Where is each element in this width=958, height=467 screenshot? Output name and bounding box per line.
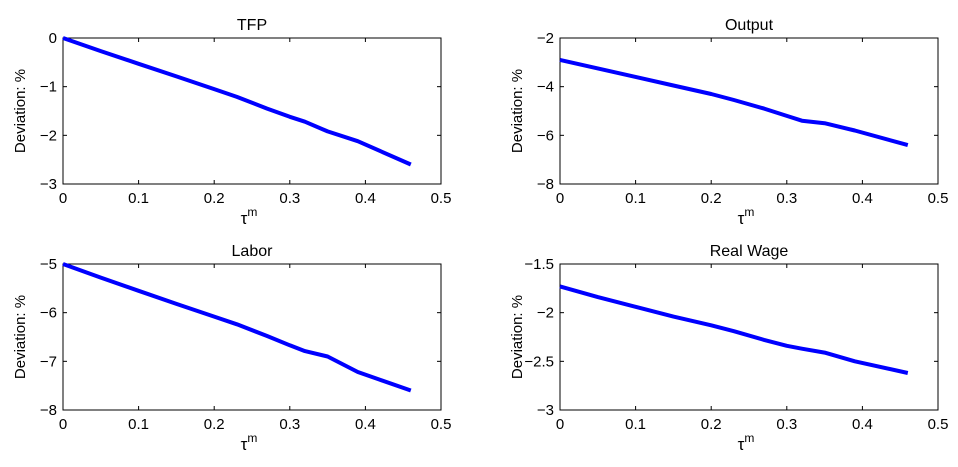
x-axis-label-base: τ — [738, 435, 745, 454]
x-axis-label: τm — [738, 205, 755, 228]
x-tick-label: 0.5 — [431, 416, 452, 433]
x-axis-label: τm — [738, 431, 755, 454]
y-tick-label: −2 — [537, 30, 554, 47]
y-axis-label: Deviation: % — [509, 69, 526, 153]
chart-title: Output — [725, 17, 774, 34]
chart-title: Real Wage — [710, 243, 789, 260]
x-tick-label: 0 — [59, 190, 67, 207]
y-tick-label: −6 — [40, 305, 57, 322]
x-tick-label: 0 — [59, 416, 67, 433]
y-tick-label: −6 — [537, 127, 554, 144]
y-tick-label: −2 — [537, 305, 554, 322]
panel-real-wage: 0 0.1 0.2 0.3 0.4 0.5 −3 −2.5 −2 −1.5 Real Wage τm D… — [509, 243, 948, 454]
x-tick-label: 0.1 — [128, 190, 149, 207]
y-tick-label: 0 — [49, 30, 57, 47]
x-axis-label: τm — [241, 205, 258, 228]
y-tick-label: −3 — [40, 176, 57, 193]
x-tick-label: 0 — [556, 416, 564, 433]
axes-box — [559, 37, 939, 185]
series-line — [62, 36, 412, 167]
x-tick-label: 0.4 — [852, 416, 873, 433]
x-tick-label: 0.2 — [204, 416, 225, 433]
series-line — [559, 57, 909, 148]
y-axis-label: Deviation: % — [12, 295, 29, 379]
y-tick-label: −5 — [40, 256, 57, 273]
chart-title: Labor — [232, 243, 274, 260]
x-tick-label: 0.1 — [625, 416, 646, 433]
x-axis-label-superscript: m — [247, 431, 257, 445]
x-axis-label-base: τ — [241, 435, 248, 454]
x-tick-label: 0.1 — [128, 416, 149, 433]
y-tick-label: −4 — [537, 79, 554, 96]
y-tick-label: −1.5 — [524, 256, 554, 273]
x-tick-label: 0.2 — [701, 190, 722, 207]
x-tick-label: 0.3 — [776, 416, 797, 433]
y-tick-label: −2.5 — [524, 353, 554, 370]
x-axis-label-base: τ — [241, 209, 248, 228]
x-tick-label: 0.5 — [928, 416, 949, 433]
x-tick-label: 0.4 — [355, 190, 376, 207]
x-tick-label: 0.4 — [852, 190, 873, 207]
panel-tfp: 0 0.1 0.2 0.3 0.4 0.5 −3 −2 −1 0 TFP τm Deviation: % — [12, 17, 451, 228]
x-tick-label: 0 — [556, 190, 564, 207]
y-tick-label: −1 — [40, 79, 57, 96]
y-tick-label: −8 — [40, 402, 57, 419]
x-tick-label: 0.5 — [928, 190, 949, 207]
x-axis-label-superscript: m — [744, 431, 754, 445]
y-tick-label: −3 — [537, 402, 554, 419]
x-tick-label: 0.4 — [355, 416, 376, 433]
chart-title: TFP — [237, 17, 267, 34]
panel-labor: 0 0.1 0.2 0.3 0.4 0.5 −8 −7 −6 −5 Labor τm Deviation… — [12, 243, 451, 454]
panel-output: 0 0.1 0.2 0.3 0.4 0.5 −8 −6 −4 −2 Output τm Deviatio… — [509, 17, 948, 228]
y-axis-label: Deviation: % — [12, 69, 29, 153]
y-tick-label: −7 — [40, 353, 57, 370]
axes-box — [62, 37, 442, 185]
x-axis-label-superscript: m — [744, 205, 754, 219]
axes-box — [62, 263, 442, 411]
x-tick-label: 0.5 — [431, 190, 452, 207]
x-tick-label: 0.1 — [625, 190, 646, 207]
x-axis-label-superscript: m — [247, 205, 257, 219]
y-tick-label: −2 — [40, 127, 57, 144]
axes-box — [559, 263, 939, 411]
x-axis-label: τm — [241, 431, 258, 454]
y-tick-label: −8 — [537, 176, 554, 193]
x-tick-label: 0.2 — [204, 190, 225, 207]
y-axis-label: Deviation: % — [509, 295, 526, 379]
x-tick-label: 0.2 — [701, 416, 722, 433]
series-line — [559, 284, 909, 375]
x-axis-label-base: τ — [738, 209, 745, 228]
series-line — [62, 262, 412, 393]
x-tick-label: 0.3 — [279, 190, 300, 207]
x-tick-label: 0.3 — [279, 416, 300, 433]
x-tick-label: 0.3 — [776, 190, 797, 207]
